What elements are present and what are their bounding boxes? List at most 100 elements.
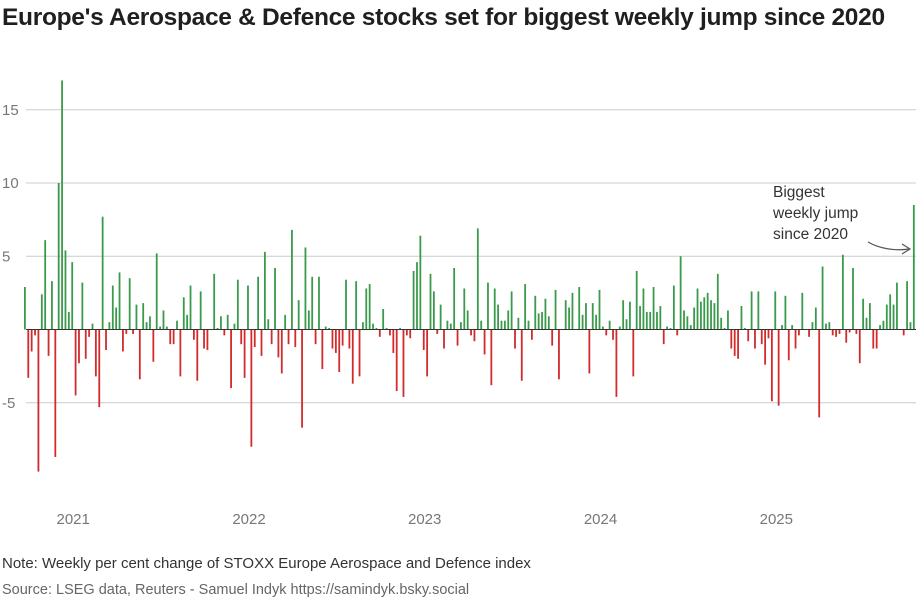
bar <box>517 317 520 330</box>
bar <box>324 326 327 330</box>
bar <box>67 311 70 330</box>
bar <box>909 322 912 330</box>
bar <box>165 326 168 330</box>
bar <box>34 329 36 336</box>
bar <box>446 320 449 330</box>
bar <box>338 329 341 372</box>
bar <box>831 329 834 336</box>
bar <box>311 276 314 330</box>
bar <box>389 329 391 336</box>
bar <box>118 272 121 330</box>
bar <box>392 329 395 353</box>
bar <box>551 329 554 346</box>
bar <box>186 314 189 330</box>
bar <box>294 329 297 348</box>
bar <box>777 329 780 406</box>
bar <box>514 329 516 349</box>
bar <box>81 282 84 330</box>
bar <box>98 329 101 408</box>
bar <box>885 304 888 330</box>
bar <box>801 292 804 330</box>
bar <box>585 303 587 330</box>
bar <box>291 229 293 330</box>
bar <box>263 251 266 330</box>
bar <box>57 183 60 330</box>
bar <box>554 289 557 330</box>
bar <box>862 298 865 330</box>
bar <box>152 329 155 362</box>
bar <box>537 313 540 330</box>
bar <box>720 317 723 330</box>
bar <box>216 328 219 330</box>
bar <box>848 329 851 333</box>
bar <box>399 328 401 330</box>
y-tick-label: -5 <box>2 395 15 412</box>
bar <box>122 329 124 352</box>
bar <box>405 329 408 336</box>
bar <box>466 310 469 330</box>
bar <box>182 297 185 330</box>
bar <box>348 329 351 349</box>
bar <box>757 291 760 330</box>
bar <box>743 328 746 330</box>
x-tick-label: 2021 <box>57 511 90 528</box>
bar <box>896 282 898 330</box>
bar <box>74 329 77 396</box>
bar <box>128 278 131 330</box>
bar <box>696 288 699 330</box>
bar <box>145 322 148 330</box>
bar <box>821 266 824 330</box>
bar <box>500 320 503 330</box>
bar <box>656 311 658 330</box>
bar <box>169 329 172 345</box>
bar <box>463 288 466 330</box>
bar <box>236 279 239 330</box>
bar <box>37 329 40 472</box>
bar <box>243 329 246 378</box>
bar <box>226 314 229 330</box>
bar <box>629 301 631 330</box>
bar <box>351 329 354 384</box>
bar <box>358 329 361 377</box>
bar <box>524 284 527 330</box>
bar <box>889 294 892 330</box>
bar <box>138 329 141 380</box>
bar <box>669 328 672 330</box>
bar <box>84 329 87 359</box>
bar <box>875 329 878 349</box>
annotation: Biggest weekly jump since 2020 <box>772 184 912 255</box>
bar <box>750 291 753 330</box>
bar <box>274 267 276 330</box>
bar <box>598 289 601 330</box>
bar <box>591 303 594 330</box>
bar <box>906 281 908 330</box>
bar <box>727 310 729 330</box>
bar <box>149 316 151 330</box>
bar <box>115 307 118 330</box>
x-axis-ticks: 2021 2022 2023 2024 2025 <box>57 511 793 528</box>
bar <box>544 298 547 330</box>
bar <box>767 329 770 339</box>
page-title: Europe's Aerospace & Defence stocks set … <box>2 4 885 31</box>
bar <box>686 316 689 330</box>
bar <box>612 329 614 340</box>
bar <box>429 273 432 330</box>
bar <box>355 281 358 330</box>
annotation-arrowhead <box>901 243 912 255</box>
annotation-label: Biggest weekly jump since 2020 <box>772 184 858 243</box>
bar <box>571 292 574 330</box>
bar <box>733 329 736 356</box>
bar <box>716 273 719 330</box>
bar <box>618 326 621 330</box>
bar <box>534 295 537 330</box>
bar <box>436 329 439 334</box>
bar <box>382 308 385 330</box>
bar <box>453 267 456 330</box>
bar <box>362 322 364 330</box>
bar <box>811 322 814 330</box>
bars <box>24 80 915 472</box>
bar <box>541 311 543 330</box>
bar <box>770 329 773 402</box>
bar <box>527 320 530 330</box>
bar <box>142 303 145 330</box>
